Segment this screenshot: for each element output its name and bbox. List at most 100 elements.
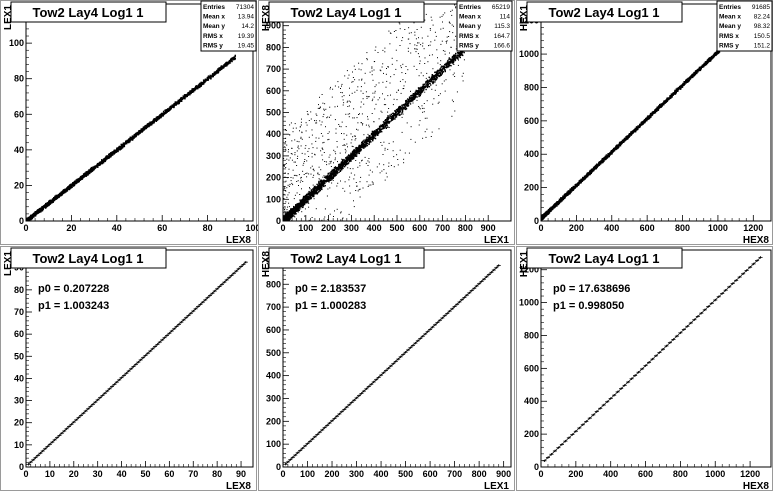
scatter-point [159,116,160,117]
scatter-point [69,184,70,185]
scatter-point [82,175,83,176]
scatter-point [47,205,48,206]
scatter-point [43,207,44,208]
scatter-point [106,155,107,156]
scatter-point [74,183,75,184]
scatter-point [172,105,173,106]
scatter-point [72,185,73,186]
scatter-point [363,148,364,149]
scatter-point [328,181,329,182]
scatter-point [427,87,428,88]
scatter-point [289,213,290,214]
scatter-point [60,195,61,196]
scatter-point [136,135,137,136]
scatter-point [425,89,426,90]
scatter-point [366,138,367,139]
stats-label: Mean y [203,23,225,30]
scatter-point [108,156,109,157]
scatter-point [63,192,64,193]
scatter-point [178,100,179,101]
scatter-point [368,140,369,141]
scatter-point [413,95,414,96]
scatter-point [163,112,164,113]
stats-label: RMS y [203,42,223,49]
scatter-point [59,194,60,195]
scatter-point [52,200,53,201]
scatter-point [370,140,371,141]
scatter-point [458,52,459,53]
scatter-point [223,65,224,66]
scatter-point [187,92,188,93]
scatter-point [207,80,208,81]
scatter-point [376,129,377,130]
scatter-point [366,144,367,145]
scatter-point [221,65,222,66]
scatter-point [149,124,150,125]
scatter-point [333,173,334,174]
scatter-point [82,178,83,179]
scatter-point [427,80,428,81]
scatter-point [346,158,347,159]
scatter-point [103,159,104,160]
scatter-point [112,151,113,152]
scatter-point [367,145,368,146]
stats-label: RMS x [203,33,223,40]
scatter-point [99,162,100,163]
scatter-point [234,59,235,60]
scatter-point [387,126,388,127]
scatter-point [97,164,98,165]
scatter-point [365,140,366,141]
scatter-point [200,86,201,87]
scatter-point [342,165,343,166]
scatter-point [336,171,337,172]
scatter-point [165,112,166,113]
scatter-point [42,210,43,211]
scatter-point [32,215,33,216]
scatter-point [318,182,319,183]
scatter-point [143,127,144,128]
scatter-point [147,127,148,128]
scatter-point [436,75,437,76]
scatter-point [323,185,324,186]
scatter-point [413,98,414,99]
scatter-point [218,68,219,69]
scatter-point [230,59,231,60]
scatter-point [85,172,86,173]
scatter-point [235,55,236,56]
scatter-point [294,208,295,209]
scatter-point [342,168,343,169]
scatter-point [311,189,312,190]
scatter-point [192,91,193,92]
scatter-point [87,174,88,175]
scatter-point [166,109,167,110]
scatter-point [378,131,379,132]
scatter-point [169,108,170,109]
scatter-point [203,83,204,84]
stats-value: 19.39 [238,33,255,40]
scatter-point [168,110,169,111]
stats-value: 13.94 [238,14,255,21]
scatter-point [431,78,432,79]
scatter-point [308,193,309,194]
scatter-point [429,83,430,84]
scatter-point [352,156,353,157]
scatter-point [205,80,206,81]
scatter-point [190,92,191,93]
scatter-point [180,97,181,98]
scatter-point [321,181,322,182]
scatter-point [442,66,443,67]
scatter-point [374,135,375,136]
scatter-point [435,78,436,79]
scatter-point [352,158,353,159]
scatter-point [453,59,454,60]
scatter-point [185,94,186,95]
scatter-point [82,176,83,177]
scatter-point [369,137,370,138]
scatter-point [122,144,123,145]
scatter-point [36,213,37,214]
scatter-point [86,171,87,172]
scatter-point [47,202,48,203]
scatter-point [161,115,162,116]
